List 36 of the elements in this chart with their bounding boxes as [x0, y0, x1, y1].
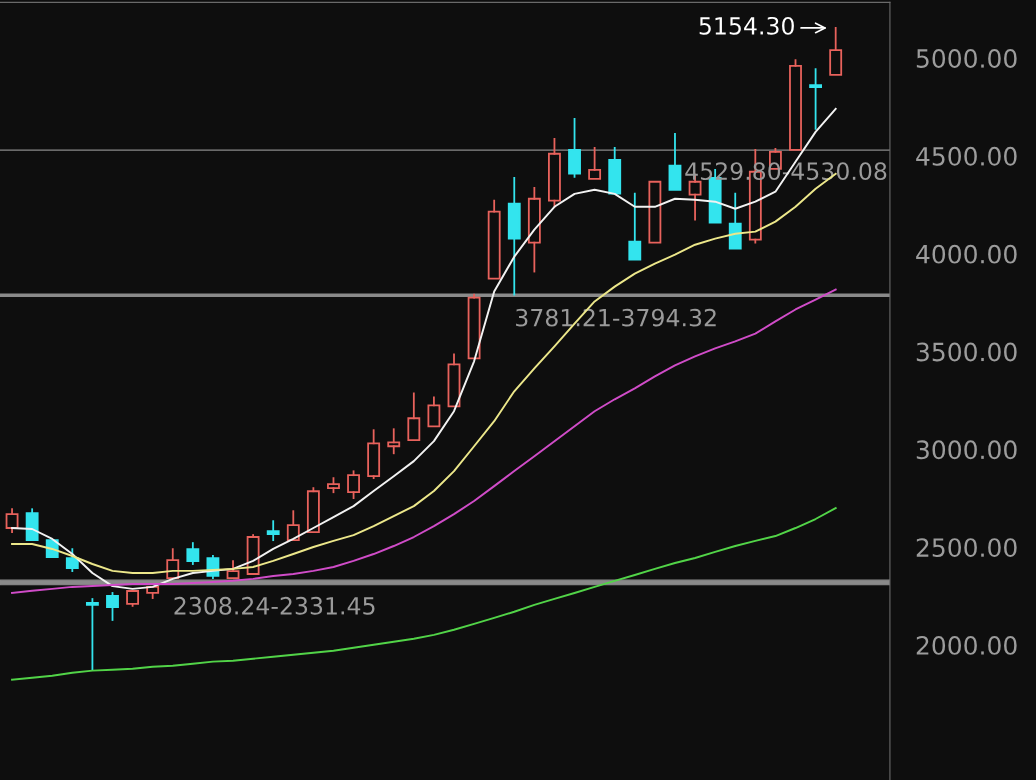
candlestick	[588, 146, 602, 180]
candlestick	[467, 293, 481, 360]
candlestick	[728, 192, 742, 250]
candlestick	[166, 548, 180, 580]
candlestick	[306, 487, 320, 534]
candlestick	[487, 199, 501, 280]
candlestick	[628, 192, 642, 261]
candlestick	[507, 176, 521, 296]
candlestick	[25, 508, 39, 542]
line-series	[11, 507, 837, 681]
candlestick	[648, 180, 662, 244]
candlestick	[527, 186, 541, 273]
annotation: 5154.30	[699, 16, 794, 35]
candlestick	[447, 353, 461, 408]
candlestick	[286, 510, 300, 542]
candlestick	[608, 146, 622, 195]
line-series	[11, 288, 837, 594]
candlestick	[186, 542, 200, 565]
y-tick-label: 4500.00	[916, 146, 1017, 166]
candlestick	[407, 392, 421, 442]
y-tick-label: 4000.00	[916, 244, 1017, 264]
y-tick-label: 3000.00	[916, 440, 1017, 460]
candlestick	[367, 429, 381, 480]
band-label: 2308.24-2331.45	[174, 596, 375, 615]
candlestick	[246, 534, 260, 575]
candlestick	[5, 508, 19, 534]
y-tick-label: 2000.00	[916, 635, 1017, 655]
y-tick-label: 3500.00	[916, 342, 1017, 362]
candlestick	[829, 27, 843, 76]
candlestick	[427, 396, 441, 428]
y-tick-label: 5000.00	[916, 49, 1017, 68]
y-tick-label: 2500.00	[916, 538, 1017, 558]
candlestick	[146, 586, 160, 599]
candlestick	[266, 520, 280, 542]
candlestick	[387, 428, 401, 455]
candlestick	[668, 132, 682, 191]
